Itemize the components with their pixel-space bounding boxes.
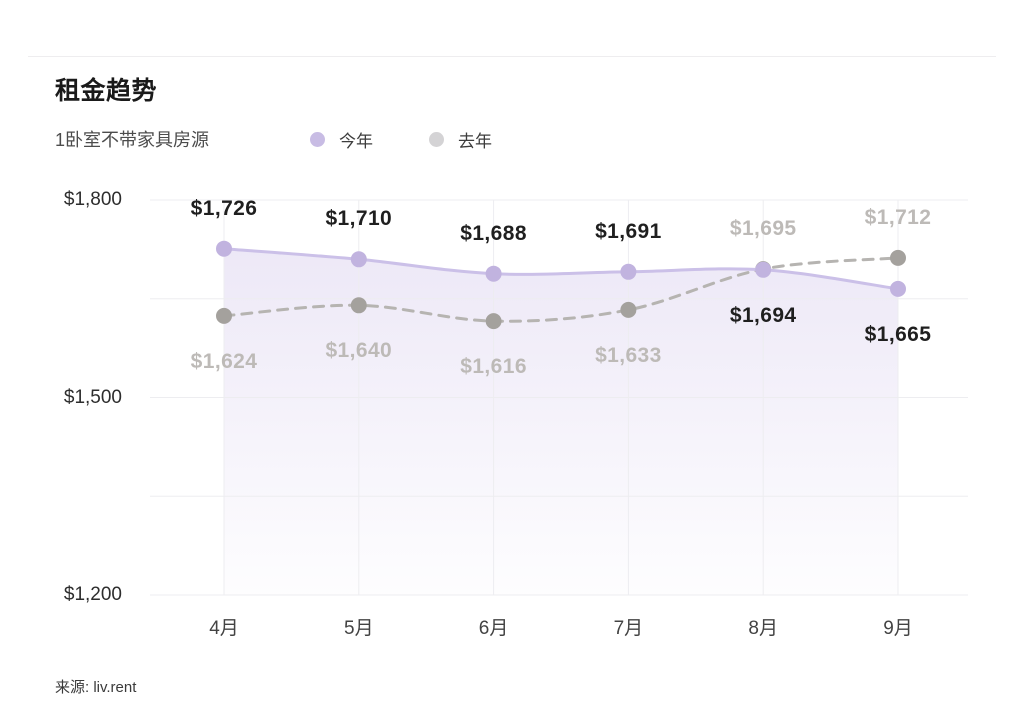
- this-year-dot-icon: [310, 132, 325, 147]
- legend-item-last-year: 去年: [429, 127, 492, 152]
- this-year-line: [222, 247, 900, 291]
- x-axis-label-7月: 7月: [613, 618, 644, 639]
- last-year-value-label-6月: $1,616: [460, 355, 527, 379]
- chart-legend: 今年 去年: [310, 127, 492, 152]
- last-year-value-label-9月: $1,712: [864, 205, 932, 229]
- last-year-point-5月: [350, 297, 367, 314]
- legend-label-last-year: 去年: [458, 132, 492, 151]
- this-year-area-fill: [224, 248, 898, 595]
- this-year-value-label-7月: $1,691: [595, 219, 662, 243]
- this-year-point-7月: [620, 263, 637, 280]
- this-year-point-9月: [890, 280, 906, 297]
- chart-subtitle: 1卧室不带家具房源: [55, 130, 210, 150]
- chart-title: 租金趋势: [55, 77, 158, 105]
- last-year-point-7月: [620, 301, 637, 318]
- source-caption: 来源: liv.rent: [55, 679, 137, 696]
- legend-label-this-year: 今年: [339, 132, 373, 151]
- x-axis-label-8月: 8月: [748, 618, 778, 639]
- last-year-point-6月: [485, 313, 502, 330]
- this-year-point-4月: [216, 240, 232, 257]
- this-year-point-5月: [350, 251, 367, 268]
- x-axis-label-5月: 5月: [344, 618, 374, 639]
- this-year-value-label-6月: $1,688: [460, 221, 527, 245]
- last-year-dot-icon: [429, 132, 444, 147]
- x-axis-label-4月: 4月: [209, 618, 239, 639]
- this-year-point-8月: [755, 261, 772, 278]
- last-year-point-9月: [890, 249, 906, 266]
- x-axis-label-9月: 9月: [883, 618, 913, 639]
- last-year-value-label-4月: $1,624: [190, 349, 258, 373]
- this-year-value-label-8月: $1,694: [729, 303, 797, 327]
- y-axis-label: $1,200: [63, 584, 122, 605]
- last-year-value-label-5月: $1,640: [325, 339, 393, 363]
- x-axis-label-6月: 6月: [478, 618, 509, 639]
- y-axis-label: $1,500: [63, 386, 122, 408]
- last-year-value-label-7月: $1,633: [595, 343, 662, 367]
- last-year-point-4月: [216, 307, 232, 324]
- legend-item-this-year: 今年: [310, 127, 373, 152]
- this-year-point-6月: [485, 265, 502, 282]
- last-year-value-label-8月: $1,695: [729, 217, 797, 241]
- last-year-line: [222, 256, 900, 323]
- this-year-value-label-5月: $1,710: [325, 207, 393, 231]
- this-year-value-label-9月: $1,665: [864, 322, 932, 346]
- y-axis-label: $1,800: [63, 189, 122, 210]
- this-year-value-label-4月: $1,726: [190, 196, 258, 220]
- top-divider: [28, 56, 996, 57]
